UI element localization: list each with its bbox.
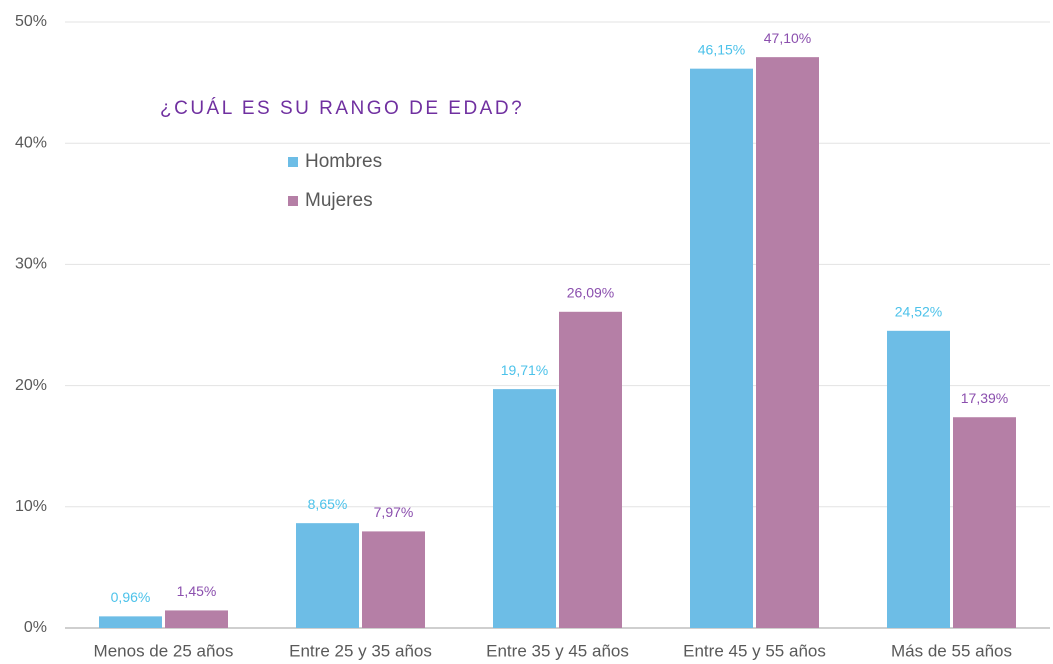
legend-label: Mujeres	[305, 190, 373, 211]
y-tick-label: 0%	[24, 619, 47, 636]
y-tick-label: 30%	[15, 256, 47, 273]
value-label: 17,39%	[961, 390, 1008, 406]
value-label: 7,97%	[374, 504, 414, 520]
value-label: 47,10%	[764, 30, 811, 46]
value-label: 46,15%	[698, 41, 745, 57]
bar	[756, 57, 819, 628]
value-label: 0,96%	[111, 589, 151, 605]
x-tick-label: Entre 45 y 55 años	[683, 641, 826, 660]
bar	[165, 610, 228, 628]
x-tick-label: Menos de 25 años	[94, 641, 234, 660]
bar	[559, 311, 622, 628]
value-label: 24,52%	[895, 304, 942, 320]
bar	[690, 68, 753, 629]
legend-label: Hombres	[305, 151, 382, 172]
value-label: 8,65%	[308, 496, 348, 512]
bar	[953, 417, 1016, 628]
bar	[493, 389, 556, 628]
x-tick-label: Entre 25 y 35 años	[289, 641, 432, 660]
chart-title: ¿CUÁL ES SU RANGO DE EDAD?	[160, 98, 524, 119]
bar	[362, 531, 425, 628]
bar	[887, 330, 950, 628]
value-label: 1,45%	[177, 583, 217, 599]
bar	[296, 523, 359, 628]
value-label: 26,09%	[567, 284, 614, 300]
bar	[99, 616, 162, 628]
legend-swatch	[288, 196, 298, 206]
x-tick-label: Entre 35 y 45 años	[486, 641, 629, 660]
y-tick-label: 20%	[15, 377, 47, 394]
value-label: 19,71%	[501, 362, 548, 378]
x-tick-label: Más de 55 años	[891, 641, 1012, 660]
legend-swatch	[288, 157, 298, 167]
y-tick-label: 10%	[15, 498, 47, 515]
y-tick-label: 50%	[15, 13, 47, 30]
y-tick-label: 40%	[15, 134, 47, 151]
